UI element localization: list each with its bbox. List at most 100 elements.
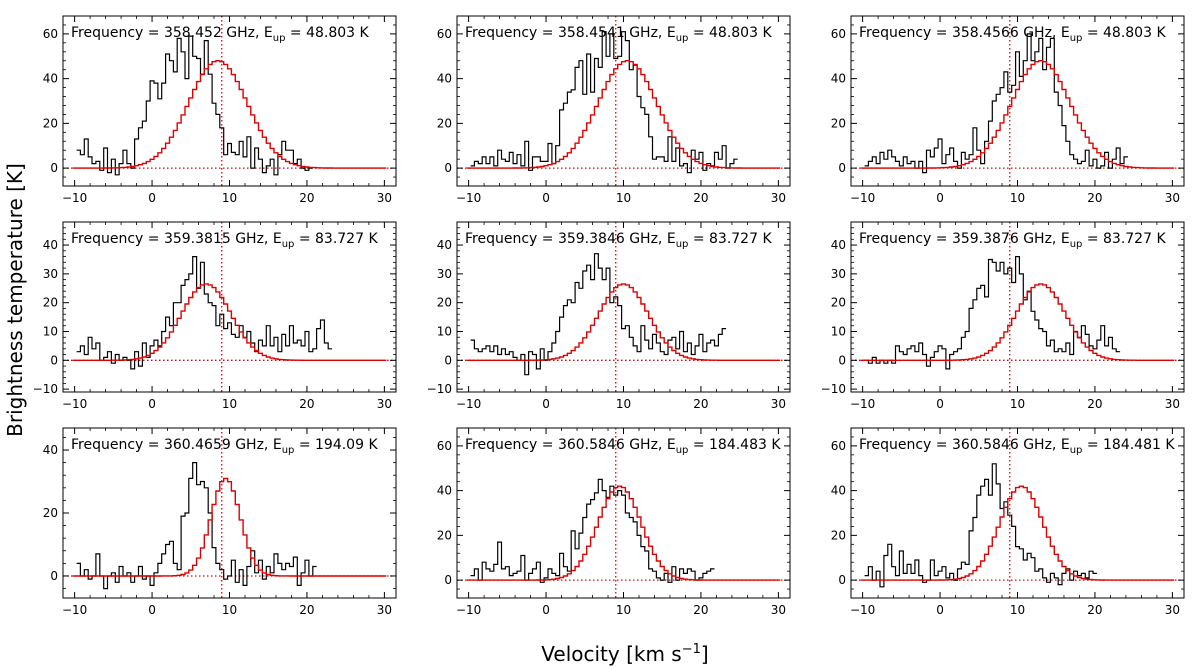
model-fit	[860, 485, 1175, 581]
panel-title-subscript: up	[282, 445, 295, 456]
x-tick-label: 10	[616, 397, 631, 411]
x-tick-label: 20	[693, 191, 708, 205]
x-tick-label: 10	[222, 603, 237, 617]
plot-area	[851, 16, 1184, 186]
y-tick-label: 0	[838, 353, 846, 367]
x-tick-label: −10	[62, 191, 87, 205]
x-tick-label: 10	[616, 191, 631, 205]
y-axis-label: Brightness temperature [K]	[3, 163, 27, 437]
spectrum-panel-8: −10 0 10 20 30 0 20 40 60 Frequency = 360.5846 GH…	[437, 427, 791, 617]
observed-spectrum	[470, 478, 715, 583]
panel-title-subscript: up	[1070, 33, 1083, 44]
y-tick-label: 0	[838, 573, 846, 587]
x-tick-label: −10	[456, 397, 481, 411]
y-tick-label: 30	[437, 267, 452, 281]
y-tick-label: 40	[831, 238, 846, 252]
x-tick-label: 20	[1087, 191, 1102, 205]
x-tick-label: 30	[771, 603, 786, 617]
plot-area	[63, 222, 396, 392]
y-tick-label: 20	[43, 506, 58, 520]
observed-spectrum	[864, 33, 1128, 174]
panel-title-energy: = 184.483 K	[688, 437, 781, 453]
panel-title-energy: = 83.727 K	[1082, 231, 1166, 247]
panel-title-subscript: up	[676, 33, 689, 44]
model-fit	[466, 283, 781, 361]
y-tick-label: 20	[43, 116, 58, 130]
y-tick-label: 10	[437, 324, 452, 338]
y-tick-label: 20	[831, 116, 846, 130]
panel-title: Frequency = 359.3815 GHz, Eup = 83.727 K	[71, 231, 378, 250]
y-tick-label: −10	[427, 382, 452, 396]
panel-title-frequency: Frequency = 360.5846 GHz, E	[859, 437, 1070, 453]
spectrum-panel-4: −10 0 10 20 30 −10 0 10 20 30 40 Frequency = 359.38…	[33, 221, 397, 411]
panel-title-energy: = 194.09 K	[294, 437, 378, 453]
plot-area	[851, 222, 1184, 392]
y-tick-label: 60	[831, 27, 846, 41]
y-tick-label: 60	[831, 439, 846, 453]
x-tick-label: 10	[222, 191, 237, 205]
observed-spectrum	[76, 35, 313, 176]
panel-title-frequency: Frequency = 359.3815 GHz, E	[71, 231, 282, 247]
x-tick-label: 0	[542, 603, 550, 617]
observed-spectrum	[864, 463, 1097, 588]
panel-title-energy: = 48.803 K	[285, 25, 369, 41]
axes-frame	[62, 221, 397, 393]
x-tick-label: 30	[377, 397, 392, 411]
panel-title: Frequency = 358.4566 GHz, Eup = 48.803 K	[859, 25, 1166, 44]
spectrum-panel-2: −10 0 10 20 30 0 20 40 60 Frequency = 358.4541 GH…	[437, 15, 791, 205]
x-tick-label: 30	[771, 397, 786, 411]
plot-area	[457, 16, 790, 186]
x-tick-label: 0	[542, 397, 550, 411]
y-tick-label: 0	[50, 161, 58, 175]
panel-title: Frequency = 360.5846 GHz, Eup = 184.483 …	[465, 437, 781, 456]
panel-title-frequency: Frequency = 358.4541 GHz, E	[465, 25, 676, 41]
y-tick-label: 0	[50, 569, 58, 583]
x-tick-label: 10	[616, 603, 631, 617]
axes-frame	[456, 15, 791, 187]
y-tick-label: 0	[444, 353, 452, 367]
panel-title: Frequency = 359.3846 GHz, Eup = 83.727 K	[465, 231, 772, 250]
panel-title-subscript: up	[273, 33, 286, 44]
x-tick-label: −10	[850, 191, 875, 205]
y-tick-label: 40	[43, 72, 58, 86]
x-tick-label: 0	[148, 397, 156, 411]
panel-title-subscript: up	[1070, 239, 1083, 250]
panel-title-frequency: Frequency = 360.5846 GHz, E	[465, 437, 676, 453]
panel-title-frequency: Frequency = 358.452 GHz, E	[71, 25, 273, 41]
panel-title-subscript: up	[1070, 445, 1083, 456]
plot-area	[457, 428, 790, 598]
x-tick-label: 0	[936, 191, 944, 205]
model-fit	[860, 283, 1175, 361]
x-tick-label: −10	[456, 603, 481, 617]
plot-area	[63, 428, 396, 598]
y-tick-label: 40	[831, 72, 846, 86]
x-tick-label: 0	[148, 191, 156, 205]
panel-title-energy: = 48.803 K	[1082, 25, 1166, 41]
y-tick-label: 20	[43, 296, 58, 310]
y-tick-label: 60	[437, 439, 452, 453]
panel-title: Frequency = 358.4541 GHz, Eup = 48.803 K	[465, 25, 772, 44]
x-tick-label: 20	[693, 603, 708, 617]
panel-title-energy: = 48.803 K	[688, 25, 772, 41]
x-tick-label: 30	[1165, 191, 1180, 205]
x-tick-label: 10	[1010, 191, 1025, 205]
model-fit	[72, 60, 387, 169]
y-tick-label: 60	[43, 27, 58, 41]
x-tick-label: 0	[148, 603, 156, 617]
axes-frame	[850, 15, 1185, 187]
observed-spectrum	[470, 253, 727, 376]
plot-area	[457, 222, 790, 392]
y-tick-label: 10	[43, 324, 58, 338]
x-tick-label: 20	[299, 603, 314, 617]
spectrum-panel-7: −10 0 10 20 30 0 20 40 Frequency = 360.4659 GHz,…	[43, 427, 397, 617]
x-tick-label: 20	[299, 397, 314, 411]
y-tick-label: 40	[43, 443, 58, 457]
panel-title: Frequency = 359.3876 GHz, Eup = 83.727 K	[859, 231, 1166, 250]
x-tick-label: 10	[222, 397, 237, 411]
y-tick-label: 30	[831, 267, 846, 281]
panel-title-energy: = 83.727 K	[294, 231, 378, 247]
x-tick-label: 20	[299, 191, 314, 205]
model-fit	[860, 60, 1175, 169]
x-tick-label: 10	[1010, 397, 1025, 411]
panel-title-frequency: Frequency = 360.4659 GHz, E	[71, 437, 282, 453]
